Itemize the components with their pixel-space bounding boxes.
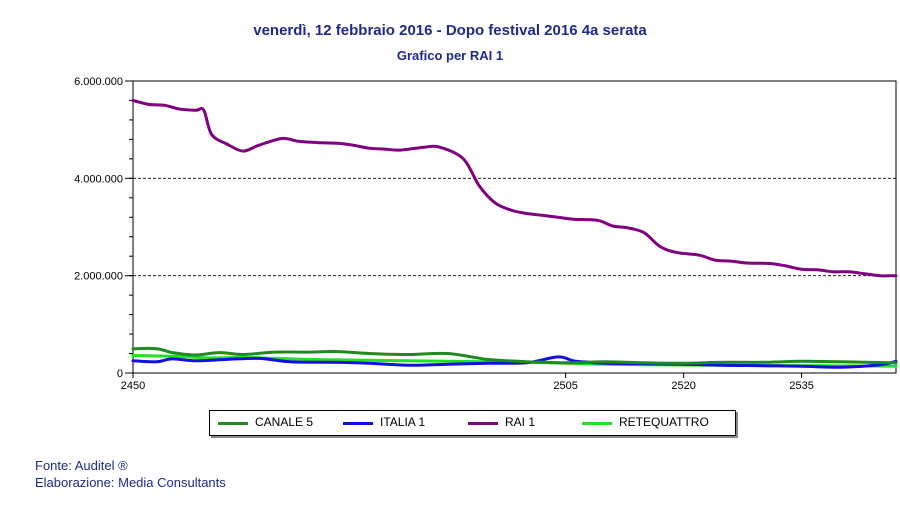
x-tick-label: 2450 bbox=[121, 380, 145, 392]
legend-swatch bbox=[468, 422, 498, 425]
legend-label: ITALIA 1 bbox=[380, 415, 426, 429]
elaboration-note: Elaborazione: Media Consultants bbox=[35, 475, 226, 490]
y-tick-label: 6.000.000 bbox=[74, 76, 123, 88]
plot-area bbox=[132, 80, 897, 374]
legend-label: CANALE 5 bbox=[255, 415, 314, 429]
x-tick-label: 2535 bbox=[789, 380, 813, 392]
y-axis: 0 2.000.000 4.000.000 6.000.000 bbox=[74, 76, 133, 380]
legend-swatch bbox=[218, 422, 248, 425]
x-axis: 2450 2505 2520 2535 bbox=[121, 373, 814, 392]
source-note: Fonte: Auditel ® bbox=[35, 458, 128, 473]
legend-label: RAI 1 bbox=[505, 415, 536, 429]
series-group bbox=[131, 99, 898, 369]
line-chart: 0 2.000.000 4.000.000 6.000.000 2450 2505 252… bbox=[74, 76, 898, 392]
legend-swatch bbox=[343, 422, 373, 425]
x-tick-label: 2520 bbox=[671, 380, 695, 392]
series-line-rai-1 bbox=[131, 99, 898, 278]
y-tick-label: 0 bbox=[117, 368, 123, 380]
chart-title: venerdì, 12 febbraio 2016 - Dopo festiva… bbox=[253, 22, 647, 39]
legend-label: RETEQUATTRO bbox=[619, 415, 709, 429]
y-tick-label: 2.000.000 bbox=[74, 271, 123, 283]
series-line-canale-5 bbox=[131, 346, 898, 365]
legend-swatch bbox=[582, 422, 612, 425]
legend: CANALE 5 ITALIA 1 RAI 1 RETEQUATTRO bbox=[209, 410, 736, 436]
chart-subtitle: Grafico per RAI 1 bbox=[396, 48, 504, 63]
x-tick-label: 2505 bbox=[553, 380, 577, 392]
grid-lines bbox=[133, 177, 896, 277]
y-tick-label: 4.000.000 bbox=[74, 173, 123, 185]
